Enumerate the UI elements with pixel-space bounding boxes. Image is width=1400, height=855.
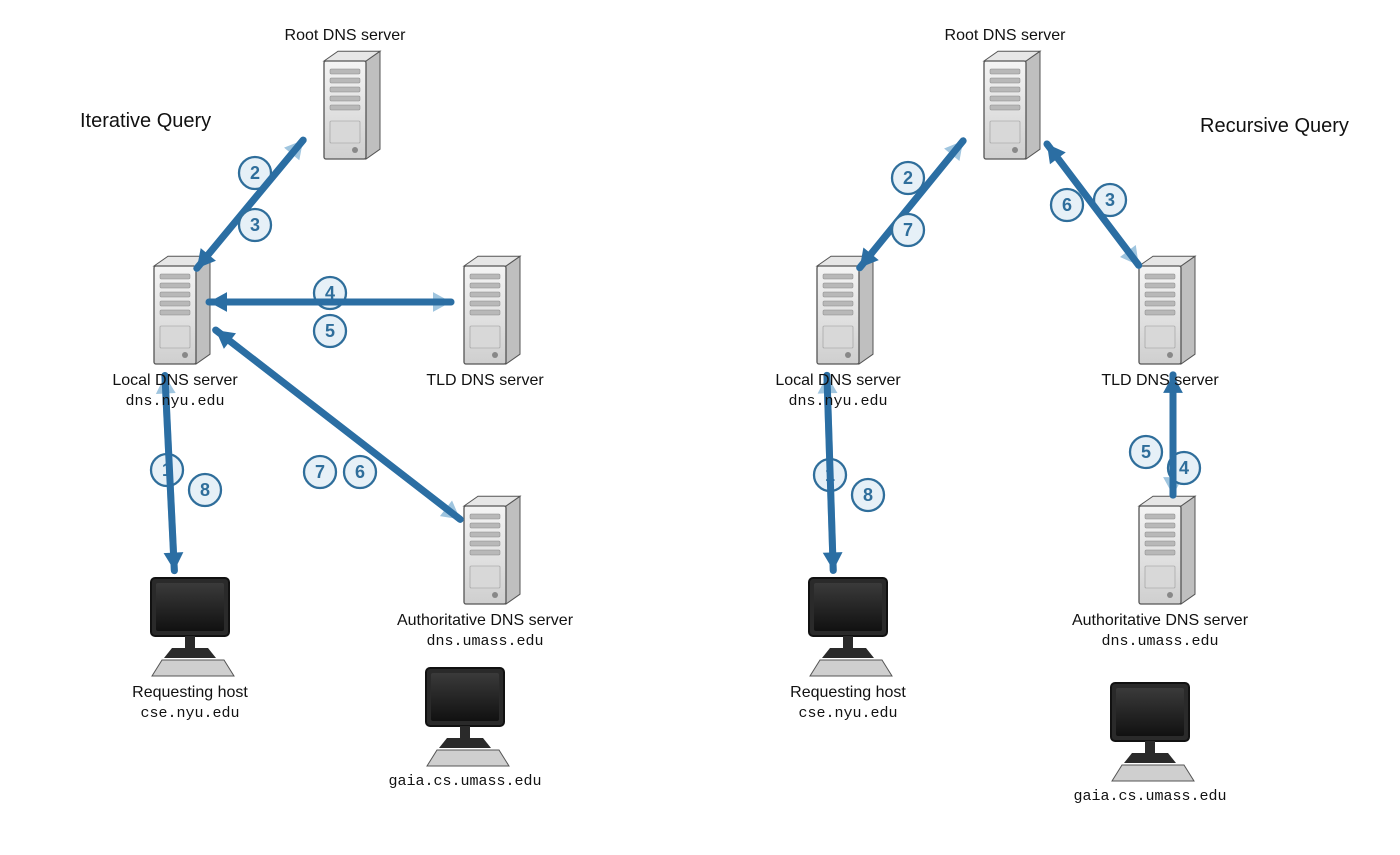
svg-text:8: 8: [200, 480, 210, 500]
node-label: Authoritative DNS serverdns.umass.edu: [397, 610, 573, 652]
svg-text:8: 8: [863, 485, 873, 505]
node-label: Local DNS serverdns.nyu.edu: [775, 370, 900, 412]
svg-text:2: 2: [250, 163, 260, 183]
node-label: Requesting hostcse.nyu.edu: [790, 682, 906, 724]
node-label: TLD DNS server: [1101, 370, 1218, 392]
node-label: Requesting hostcse.nyu.edu: [132, 682, 248, 724]
node-label: Local DNS serverdns.nyu.edu: [112, 370, 237, 412]
node-label: gaia.cs.umass.edu: [388, 772, 541, 792]
svg-text:6: 6: [1062, 195, 1072, 215]
node-label: gaia.cs.umass.edu: [1073, 787, 1226, 807]
svg-text:7: 7: [315, 462, 325, 482]
svg-text:4: 4: [1179, 458, 1189, 478]
node-label: Root DNS server: [285, 25, 406, 47]
node-label: Authoritative DNS serverdns.umass.edu: [1072, 610, 1248, 652]
svg-text:5: 5: [1141, 442, 1151, 462]
svg-text:3: 3: [250, 215, 260, 235]
svg-text:7: 7: [903, 220, 913, 240]
svg-text:2: 2: [903, 168, 913, 188]
title-left: Iterative Query: [80, 110, 211, 133]
node-label: TLD DNS server: [426, 370, 543, 392]
svg-text:3: 3: [1105, 190, 1115, 210]
svg-text:6: 6: [355, 462, 365, 482]
node-label: Root DNS server: [945, 25, 1066, 47]
svg-text:5: 5: [325, 321, 335, 341]
title-right: Recursive Query: [1200, 115, 1349, 138]
